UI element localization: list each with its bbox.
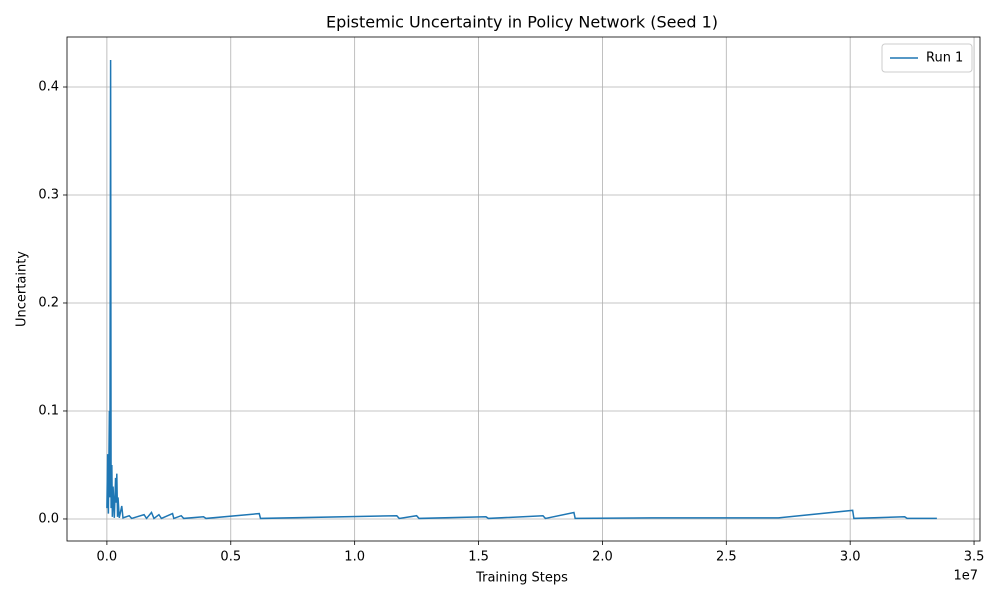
x-tick-label: 0.5 <box>220 550 241 565</box>
legend-label: Run 1 <box>926 51 963 66</box>
x-tick-label: 2.0 <box>592 550 613 565</box>
x-offset-label: 1e7 <box>953 569 978 584</box>
legend-box <box>881 43 973 73</box>
x-tick-label: 0.0 <box>97 550 118 565</box>
chart-title: Epistemic Uncertainty in Policy Network … <box>326 13 718 32</box>
y-tick-label: 0.2 <box>38 295 59 310</box>
x-tick-label: 3.0 <box>840 550 861 565</box>
x-tick-label: 1.0 <box>344 550 365 565</box>
y-tick-label: 0.4 <box>38 80 59 95</box>
x-axis-label: Training Steps <box>475 571 568 586</box>
plot-frame <box>66 36 981 542</box>
y-tick-label: 0.0 <box>38 511 59 526</box>
y-axis-label: Uncertainty <box>15 251 30 327</box>
data-line <box>106 59 937 520</box>
y-tick-label: 0.3 <box>38 187 59 202</box>
x-tick-label: 3.5 <box>964 550 985 565</box>
x-tick-label: 1.5 <box>468 550 489 565</box>
x-tick-label: 2.5 <box>716 550 737 565</box>
y-tick-label: 0.1 <box>38 403 59 418</box>
